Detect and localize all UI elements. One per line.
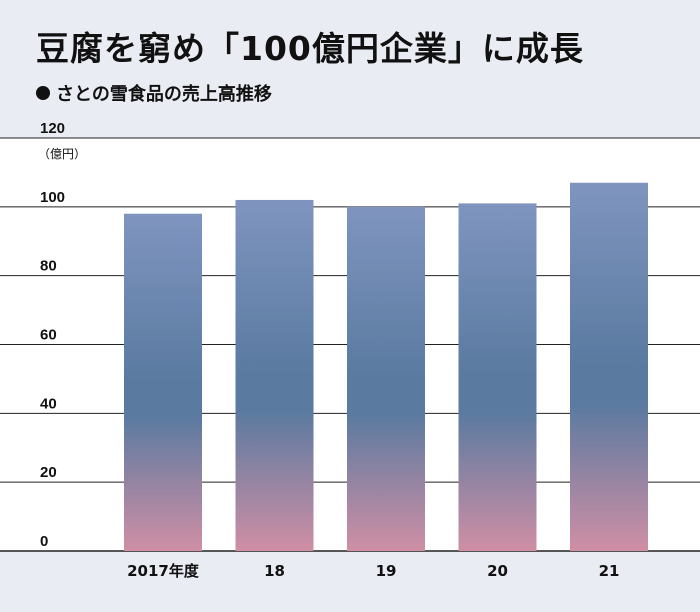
x-tick-label: 20 xyxy=(487,562,508,580)
x-tick-label: 2017年度 xyxy=(127,562,200,580)
chart-subtitle: さとの雪食品の売上高推移 xyxy=(36,80,272,106)
y-tick-label: 40 xyxy=(40,395,57,412)
y-tick-label: 80 xyxy=(40,258,57,275)
y-tick-label: 120 xyxy=(40,120,65,137)
y-tick-label: 0 xyxy=(40,533,48,550)
bars xyxy=(124,182,648,552)
bullet-icon xyxy=(36,86,50,100)
y-axis-ticks: 0 20 40 60 80 100 120 xyxy=(40,120,65,550)
y-tick-label: 60 xyxy=(40,327,57,344)
bar-5 xyxy=(570,182,648,551)
bar-4 xyxy=(458,203,537,551)
chart-subtitle-text: さとの雪食品の売上高推移 xyxy=(56,84,272,105)
bar-2 xyxy=(235,199,314,551)
x-axis-labels: 2017年度 18 19 20 21 xyxy=(127,562,619,580)
bar-1 xyxy=(124,213,202,551)
y-tick-label: 20 xyxy=(40,464,57,481)
bar-3 xyxy=(347,206,425,552)
y-axis-unit: （億円） xyxy=(38,147,86,161)
x-tick-label: 19 xyxy=(376,562,397,580)
chart-title: 豆腐を窮め「100億円企業」に成長 xyxy=(36,29,584,68)
y-tick-label: 100 xyxy=(40,189,65,206)
x-tick-label: 18 xyxy=(264,562,285,580)
x-tick-label: 21 xyxy=(599,562,620,580)
